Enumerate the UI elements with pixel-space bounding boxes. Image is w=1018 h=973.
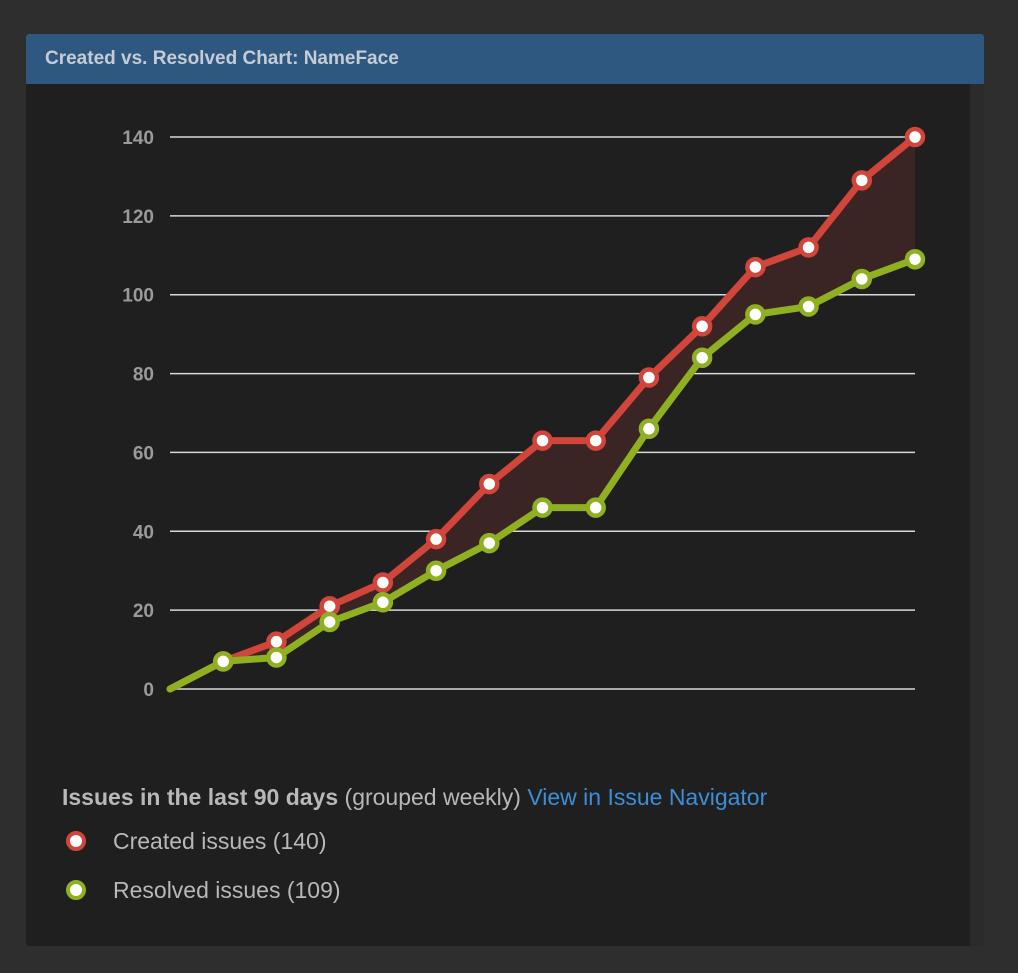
legend-item-resolved: Resolved issues (109)	[62, 876, 341, 903]
data-point-created[interactable]	[372, 572, 394, 593]
gadget-header: Created vs. Resolved Chart: NameFace	[26, 34, 984, 84]
data-point-created[interactable]	[532, 430, 553, 451]
data-point-resolved[interactable]	[745, 304, 766, 325]
scrollbar-track[interactable]	[970, 84, 984, 946]
legend-label-resolved: Resolved issues (109)	[113, 876, 341, 903]
data-point-resolved[interactable]	[479, 532, 500, 554]
data-point-created[interactable]	[638, 367, 660, 388]
legend-label-created: Created issues (140)	[113, 827, 327, 854]
created-legend-marker-icon	[66, 831, 86, 851]
data-point-created[interactable]	[691, 316, 713, 337]
data-point-created[interactable]	[479, 473, 500, 495]
data-point-resolved[interactable]	[691, 347, 713, 369]
data-point-resolved[interactable]	[319, 611, 340, 633]
legend-item-created: Created issues (140)	[62, 827, 341, 854]
caption-title: Issues in the last 90 days	[62, 784, 339, 810]
data-point-resolved[interactable]	[851, 268, 873, 290]
data-point-created[interactable]	[851, 170, 873, 191]
y-tick-label: 40	[133, 522, 154, 543]
view-in-issue-navigator-link[interactable]: View in Issue Navigator	[527, 784, 768, 810]
data-point-created[interactable]	[585, 430, 606, 451]
data-point-resolved[interactable]	[532, 497, 553, 518]
y-tick-label: 100	[122, 286, 154, 307]
y-tick-label: 20	[133, 601, 154, 622]
caption-grouping: (grouped weekly)	[344, 784, 521, 810]
data-point-created[interactable]	[745, 256, 766, 278]
chart-gadget: Created vs. Resolved Chart: NameFace 0 20…	[26, 34, 984, 946]
data-point-resolved[interactable]	[425, 560, 447, 581]
data-point-resolved[interactable]	[638, 418, 660, 440]
data-point-resolved[interactable]	[372, 592, 394, 613]
data-point-resolved[interactable]	[212, 651, 234, 672]
data-point-created[interactable]	[904, 126, 926, 148]
created-vs-resolved-chart: 0 20 40 60 80 100 120 140	[122, 126, 926, 701]
data-point-resolved[interactable]	[585, 497, 606, 518]
data-point-resolved[interactable]	[798, 296, 819, 317]
data-point-created[interactable]	[425, 528, 447, 550]
chart-legend: Created issues (140) Resolved issues (10…	[62, 827, 341, 927]
resolved-legend-marker-icon	[66, 880, 86, 900]
data-point-created[interactable]	[798, 237, 819, 258]
y-tick-label: 80	[133, 365, 154, 386]
y-tick-label: 140	[122, 128, 154, 149]
area-between-series	[170, 137, 915, 689]
data-point-resolved[interactable]	[904, 248, 926, 270]
gadget-title: Created vs. Resolved Chart: NameFace	[45, 48, 399, 69]
y-tick-label: 0	[143, 680, 154, 701]
series-line-created	[166, 133, 919, 693]
chart-caption: Issues in the last 90 days (grouped week…	[62, 784, 767, 811]
data-point-resolved[interactable]	[266, 647, 287, 668]
y-tick-label: 120	[122, 207, 154, 228]
y-tick-label: 60	[133, 443, 154, 464]
